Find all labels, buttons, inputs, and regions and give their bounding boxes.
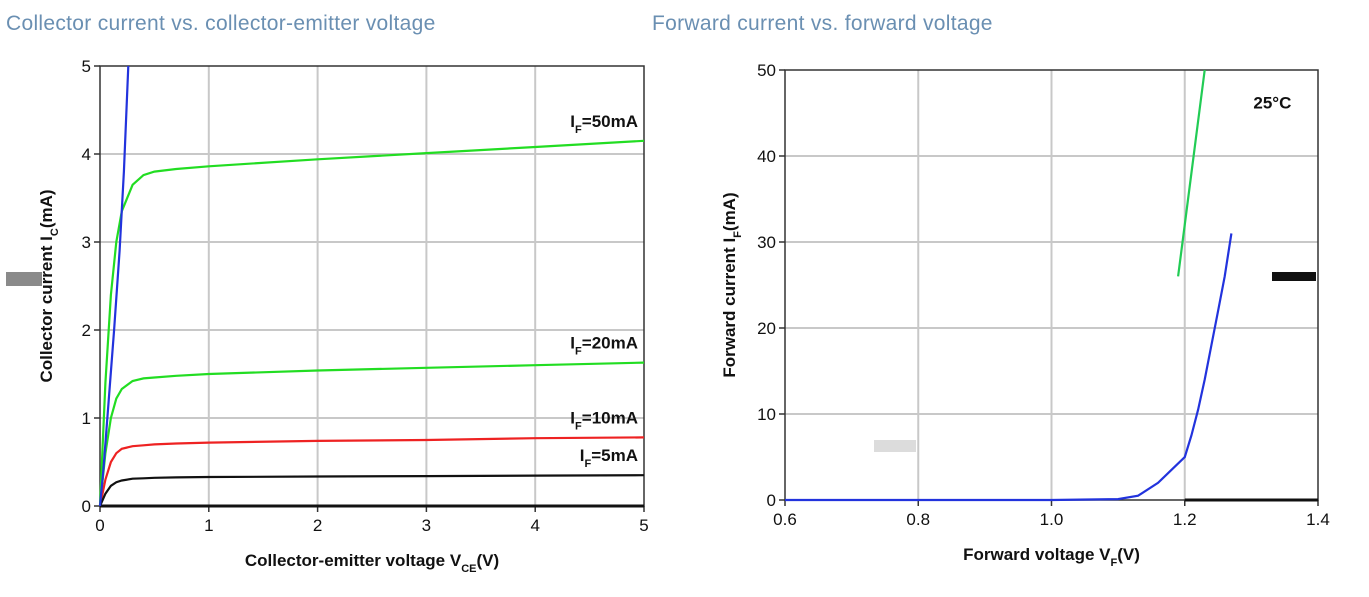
series-label: IF=10mA bbox=[570, 408, 638, 432]
black-marker-right bbox=[1272, 272, 1316, 281]
x-tick-label: 2 bbox=[313, 516, 322, 535]
x-tick-label: 0.8 bbox=[906, 510, 930, 529]
y-tick-label: 3 bbox=[82, 233, 91, 252]
gray-marker-right bbox=[874, 440, 916, 452]
y-axis-title: Forward current IF(mA) bbox=[720, 192, 744, 377]
temperature-annotation: 25°C bbox=[1253, 94, 1291, 113]
chart-title-right: Forward current vs. forward voltage bbox=[652, 12, 993, 35]
x-axis-title: Forward voltage VF(V) bbox=[963, 545, 1140, 569]
x-tick-label: 0.6 bbox=[773, 510, 797, 529]
y-tick-label: 0 bbox=[82, 497, 91, 516]
y-tick-label: 40 bbox=[757, 147, 776, 166]
series-line bbox=[98, 65, 130, 507]
y-tick-label: 5 bbox=[82, 57, 91, 76]
y-tick-label: 20 bbox=[757, 319, 776, 338]
y-tick-label: 4 bbox=[82, 145, 91, 164]
y-tick-label: 0 bbox=[767, 491, 776, 510]
y-tick-label: 30 bbox=[757, 233, 776, 252]
series-line bbox=[98, 361, 645, 507]
series-line bbox=[98, 474, 645, 507]
x-tick-label: 1.2 bbox=[1173, 510, 1197, 529]
series-line bbox=[98, 139, 645, 507]
gray-marker-left bbox=[6, 272, 42, 286]
series-line bbox=[98, 436, 645, 507]
x-tick-label: 1.0 bbox=[1040, 510, 1064, 529]
y-tick-label: 1 bbox=[82, 409, 91, 428]
x-tick-label: 0 bbox=[95, 516, 104, 535]
series-line bbox=[1177, 69, 1206, 277]
x-tick-label: 5 bbox=[639, 516, 648, 535]
x-tick-label: 3 bbox=[422, 516, 431, 535]
y-tick-label: 50 bbox=[757, 61, 776, 80]
x-tick-label: 1 bbox=[204, 516, 213, 535]
x-tick-label: 1.4 bbox=[1306, 510, 1330, 529]
series-line bbox=[785, 233, 1233, 502]
chart-title-left: Collector current vs. collector-emitter … bbox=[6, 12, 436, 35]
y-tick-label: 10 bbox=[757, 405, 776, 424]
x-tick-label: 4 bbox=[530, 516, 539, 535]
y-tick-label: 2 bbox=[82, 321, 91, 340]
